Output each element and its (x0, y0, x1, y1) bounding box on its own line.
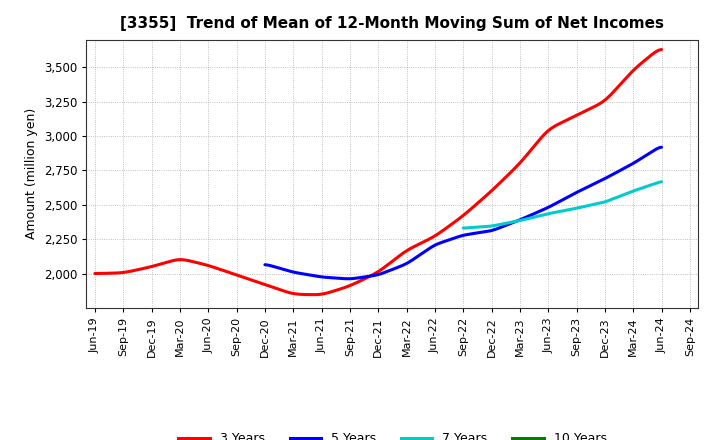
7 Years (576, 205, 585, 210)
7 Years (459, 225, 467, 231)
Y-axis label: Amount (million yen): Amount (million yen) (25, 108, 38, 239)
3 Years (309, 292, 318, 297)
5 Years (596, 178, 605, 183)
5 Years (621, 165, 630, 170)
3 Years (570, 114, 579, 119)
7 Years (657, 179, 666, 184)
7 Years (639, 185, 647, 191)
7 Years (577, 205, 585, 210)
5 Years (657, 145, 666, 150)
5 Years (497, 224, 505, 230)
Title: [3355]  Trend of Mean of 12-Month Moving Sum of Net Incomes: [3355] Trend of Mean of 12-Month Moving … (120, 16, 665, 32)
7 Years (626, 190, 635, 195)
Legend: 3 Years, 5 Years, 7 Years, 10 Years: 3 Years, 5 Years, 7 Years, 10 Years (174, 427, 611, 440)
3 Years (439, 227, 448, 233)
3 Years (606, 92, 615, 98)
7 Years (580, 204, 589, 209)
3 Years (91, 271, 99, 276)
Line: 5 Years: 5 Years (265, 147, 662, 279)
5 Years (498, 224, 507, 229)
3 Years (428, 235, 436, 240)
5 Years (505, 221, 513, 227)
5 Years (261, 262, 269, 268)
7 Years (459, 225, 468, 231)
Line: 3 Years: 3 Years (95, 50, 662, 295)
3 Years (430, 234, 438, 239)
3 Years (92, 271, 101, 276)
5 Years (262, 262, 271, 268)
Line: 7 Years: 7 Years (463, 182, 662, 228)
5 Years (344, 276, 353, 282)
3 Years (657, 47, 666, 52)
